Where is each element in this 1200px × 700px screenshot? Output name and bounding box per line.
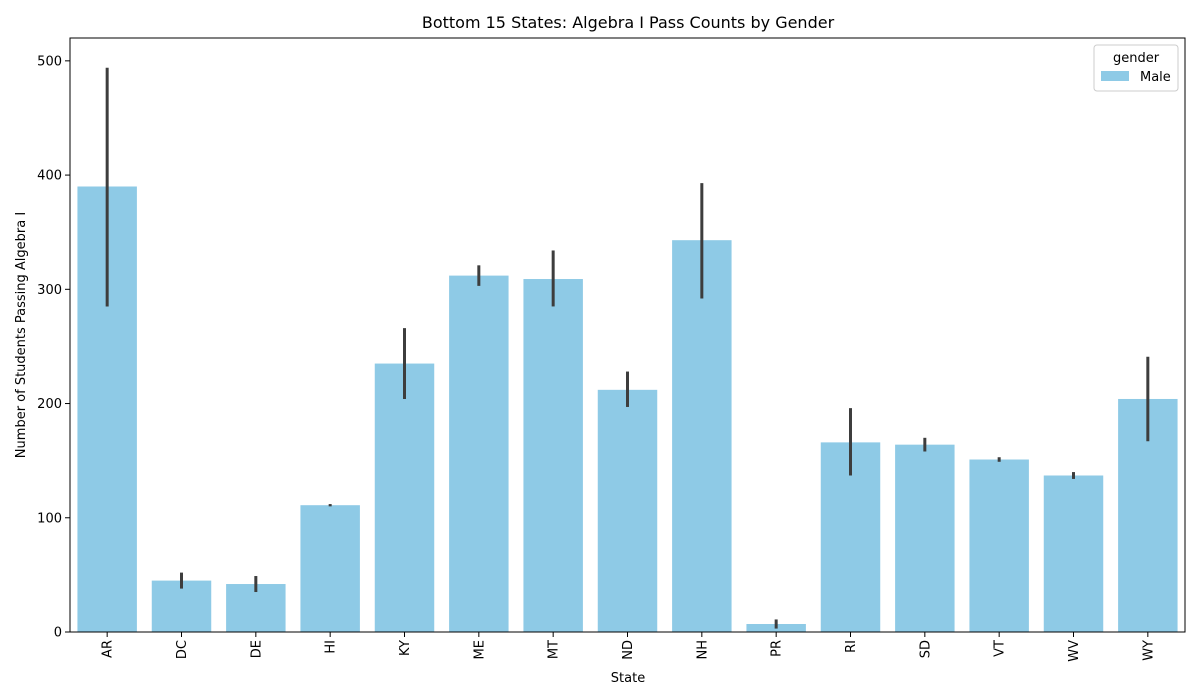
bar-sd [895, 444, 955, 632]
x-tick-label: DC [175, 640, 190, 659]
plot-area: 0 100 200 300 400 500 AR DC DE HI KY ME MT ND NH PR RI SD… [37, 37, 1186, 662]
x-tick-label: ND [621, 640, 636, 660]
legend: gender Male [1093, 44, 1179, 92]
y-axis-label: Number of Students Passing Algebra I [14, 212, 29, 458]
x-tick-label: HI [324, 640, 339, 654]
legend-swatch-male [1101, 71, 1129, 81]
y-tick-label: 200 [37, 397, 62, 412]
x-tick-label: MT [547, 640, 562, 659]
bar-nd [597, 389, 658, 632]
chart-title: Bottom 15 States: Algebra I Pass Counts … [422, 13, 835, 32]
bar-hi [300, 505, 360, 632]
x-tick-label: NH [695, 640, 710, 660]
bar-wv [1043, 475, 1104, 632]
bar-mt [523, 279, 583, 632]
bar-me [449, 275, 509, 632]
plot-frame [69, 37, 1186, 633]
x-tick-label: DE [249, 640, 264, 658]
x-tick-label: VT [993, 640, 1008, 657]
bar-ky [374, 363, 435, 632]
y-tick-label: 300 [37, 283, 62, 298]
y-tick-label: 400 [37, 169, 62, 184]
bar-vt [969, 459, 1029, 632]
x-tick-label: WV [1067, 640, 1082, 662]
x-tick-label: PR [770, 640, 785, 657]
y-tick-label: 100 [37, 511, 62, 526]
legend-title: gender [1113, 51, 1160, 66]
x-tick-label: ME [472, 640, 487, 659]
bar-nh [672, 240, 732, 632]
x-tick-label: KY [398, 640, 413, 656]
y-tick-label: 500 [37, 54, 62, 69]
y-tick-label: 0 [54, 626, 62, 641]
x-tick-label: WY [1141, 640, 1156, 661]
x-tick-label: AR [101, 640, 116, 658]
x-tick-label: RI [844, 640, 859, 653]
bar-dc [151, 580, 212, 632]
x-axis-label: State [611, 671, 645, 686]
legend-label-male: Male [1140, 70, 1171, 85]
x-tick-label: SD [918, 640, 933, 658]
